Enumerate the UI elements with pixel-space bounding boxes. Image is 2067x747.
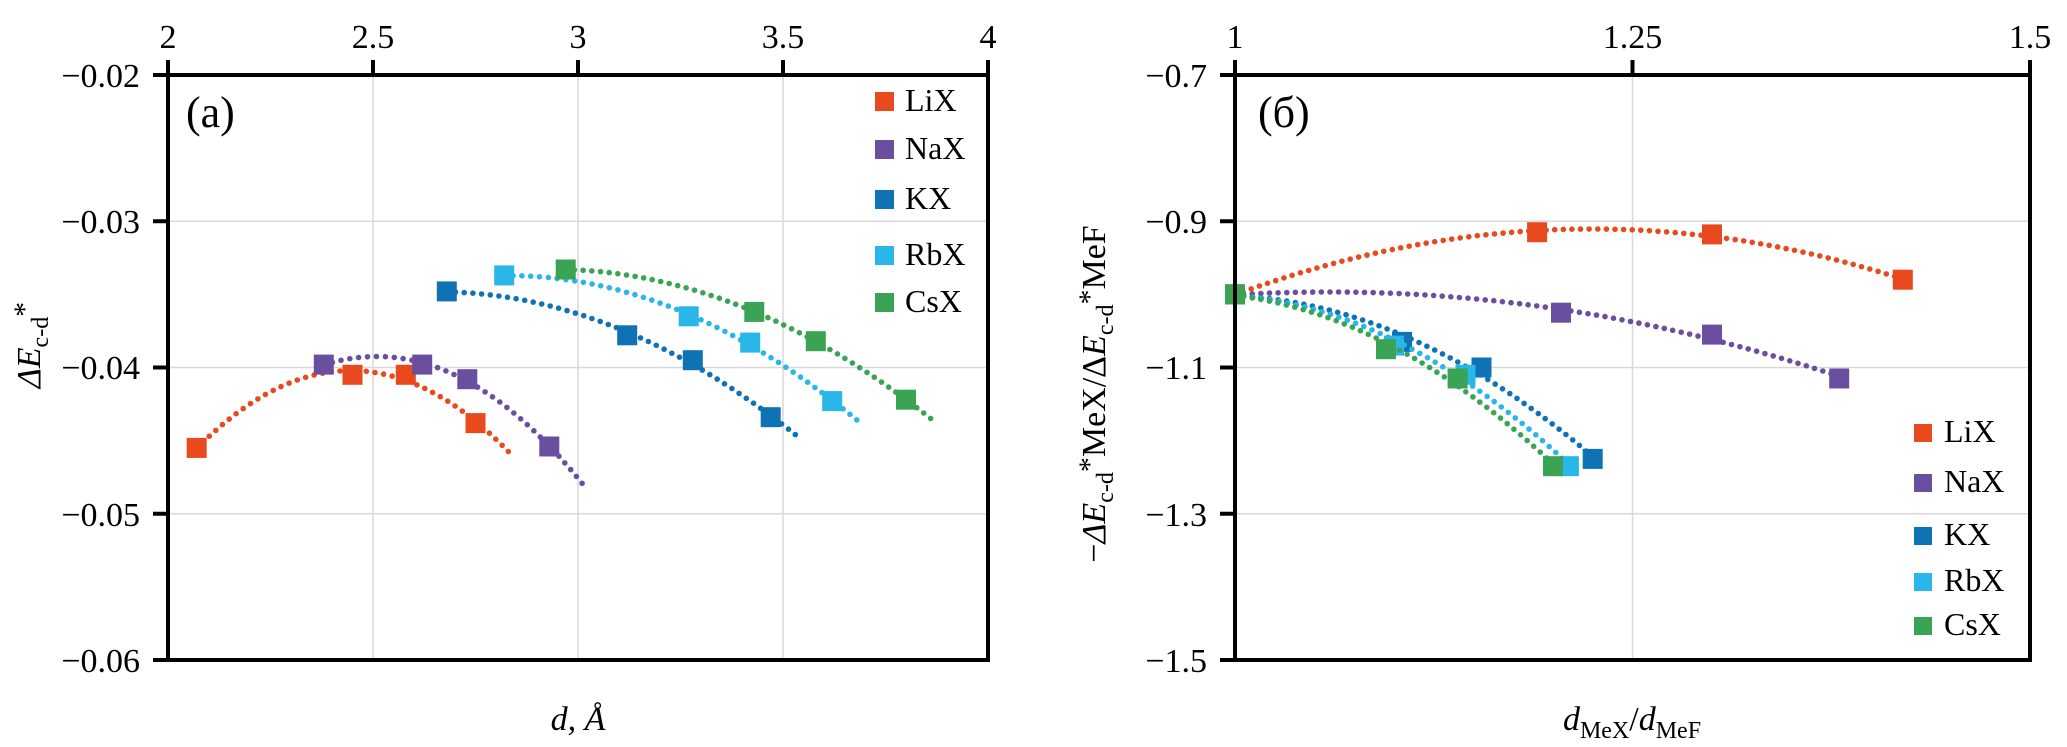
svg-text:LiX: LiX <box>905 82 957 118</box>
svg-text:dMeX/dMeF: dMeX/dMeF <box>1563 701 1701 744</box>
svg-text:−0.05: −0.05 <box>61 497 140 534</box>
svg-text:2: 2 <box>160 19 177 56</box>
svg-text:−ΔEc-d*MeX/ΔEc-d*MeF: −ΔEc-d*MeX/ΔEc-d*MeF <box>1073 225 1119 562</box>
svg-text:−0.06: −0.06 <box>61 643 140 680</box>
svg-text:(a): (a) <box>186 88 235 137</box>
svg-text:1.5: 1.5 <box>2009 19 2052 56</box>
svg-text:−0.7: −0.7 <box>1145 58 1207 95</box>
svg-text:3: 3 <box>570 19 587 56</box>
svg-text:2.5: 2.5 <box>352 19 395 56</box>
svg-text:NaX: NaX <box>1944 463 2004 499</box>
svg-text:RbX: RbX <box>1944 562 2004 598</box>
svg-text:KX: KX <box>905 180 951 216</box>
svg-text:NaX: NaX <box>905 130 965 166</box>
svg-text:−0.02: −0.02 <box>61 58 140 95</box>
svg-text:4: 4 <box>980 19 997 56</box>
svg-text:(б): (б) <box>1258 88 1310 137</box>
svg-text:KX: KX <box>1944 516 1990 552</box>
svg-text:3.5: 3.5 <box>762 19 805 56</box>
svg-text:1.25: 1.25 <box>1603 19 1663 56</box>
svg-text:RbX: RbX <box>905 236 965 272</box>
svg-text:1: 1 <box>1227 19 1244 56</box>
svg-text:d, Å: d, Å <box>551 701 606 738</box>
svg-text:CsX: CsX <box>905 283 962 319</box>
svg-text:−0.04: −0.04 <box>61 350 140 387</box>
svg-text:−0.9: −0.9 <box>1145 204 1207 241</box>
svg-text:−0.03: −0.03 <box>61 204 140 241</box>
svg-text:ΔEc-d*: ΔEc-d* <box>8 302 54 390</box>
svg-text:LiX: LiX <box>1944 413 1996 449</box>
svg-text:−1.5: −1.5 <box>1145 643 1207 680</box>
svg-text:−1.1: −1.1 <box>1145 350 1207 387</box>
svg-text:CsX: CsX <box>1944 606 2001 642</box>
svg-text:−1.3: −1.3 <box>1145 497 1207 534</box>
